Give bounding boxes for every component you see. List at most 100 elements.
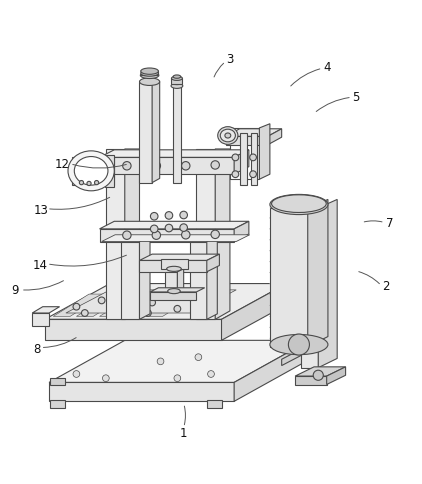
Circle shape: [208, 371, 214, 378]
Polygon shape: [100, 151, 249, 158]
Polygon shape: [141, 72, 158, 76]
Polygon shape: [100, 229, 234, 242]
Ellipse shape: [172, 81, 182, 86]
Polygon shape: [150, 292, 196, 300]
Polygon shape: [196, 150, 215, 319]
Ellipse shape: [220, 130, 235, 142]
Text: 3: 3: [226, 53, 234, 66]
Text: 5: 5: [352, 91, 360, 104]
Polygon shape: [327, 367, 346, 385]
Polygon shape: [222, 284, 287, 341]
Polygon shape: [308, 200, 328, 347]
Polygon shape: [49, 383, 234, 402]
Ellipse shape: [141, 69, 158, 75]
Polygon shape: [100, 222, 249, 229]
Circle shape: [180, 225, 187, 232]
Circle shape: [211, 231, 219, 239]
Ellipse shape: [272, 196, 326, 213]
Polygon shape: [66, 290, 236, 313]
Polygon shape: [123, 294, 175, 317]
Polygon shape: [125, 150, 140, 319]
Polygon shape: [301, 209, 318, 368]
Circle shape: [145, 310, 151, 317]
Circle shape: [152, 231, 160, 240]
Ellipse shape: [270, 335, 328, 355]
Polygon shape: [49, 341, 310, 383]
Polygon shape: [32, 313, 49, 326]
Circle shape: [250, 155, 257, 161]
Polygon shape: [226, 130, 281, 137]
Text: 13: 13: [33, 204, 48, 217]
Polygon shape: [281, 345, 310, 366]
Circle shape: [98, 297, 105, 304]
Polygon shape: [268, 130, 281, 146]
Ellipse shape: [171, 84, 183, 89]
Polygon shape: [102, 235, 250, 242]
Polygon shape: [106, 150, 125, 319]
Circle shape: [123, 231, 131, 240]
Circle shape: [152, 162, 160, 171]
Circle shape: [288, 334, 309, 355]
Text: 14: 14: [33, 258, 48, 272]
Circle shape: [232, 155, 239, 161]
Ellipse shape: [225, 134, 231, 139]
Circle shape: [79, 181, 84, 185]
Polygon shape: [45, 319, 222, 341]
Polygon shape: [45, 284, 287, 319]
Circle shape: [181, 231, 190, 240]
Polygon shape: [152, 82, 160, 183]
Circle shape: [115, 305, 122, 312]
Polygon shape: [234, 341, 310, 402]
Polygon shape: [105, 156, 114, 187]
Polygon shape: [207, 255, 219, 272]
Polygon shape: [160, 259, 188, 269]
Polygon shape: [215, 150, 230, 319]
Circle shape: [174, 375, 181, 382]
Circle shape: [73, 303, 80, 310]
Circle shape: [124, 292, 130, 299]
Ellipse shape: [218, 127, 238, 145]
Circle shape: [87, 182, 91, 186]
Text: 1: 1: [180, 426, 187, 439]
Polygon shape: [140, 261, 207, 272]
Text: 9: 9: [12, 284, 19, 297]
Polygon shape: [165, 272, 177, 292]
Circle shape: [73, 371, 80, 378]
Polygon shape: [32, 307, 60, 313]
Text: 7: 7: [386, 217, 393, 229]
Polygon shape: [270, 209, 308, 347]
Ellipse shape: [140, 79, 160, 86]
Polygon shape: [150, 288, 205, 292]
Polygon shape: [190, 242, 207, 319]
Circle shape: [211, 161, 219, 170]
Polygon shape: [251, 134, 257, 185]
Polygon shape: [173, 87, 181, 183]
Circle shape: [174, 306, 181, 313]
Polygon shape: [72, 158, 114, 185]
Polygon shape: [295, 377, 327, 385]
Ellipse shape: [141, 71, 158, 77]
Circle shape: [81, 310, 88, 317]
Polygon shape: [121, 242, 140, 319]
Polygon shape: [207, 237, 217, 319]
Polygon shape: [241, 134, 247, 185]
Ellipse shape: [141, 73, 159, 79]
Circle shape: [232, 171, 239, 178]
Ellipse shape: [74, 157, 108, 186]
Polygon shape: [140, 255, 219, 261]
Circle shape: [250, 171, 257, 178]
Polygon shape: [76, 294, 129, 317]
Polygon shape: [234, 222, 249, 242]
Text: 2: 2: [382, 280, 390, 292]
Circle shape: [149, 300, 155, 306]
Circle shape: [195, 354, 202, 361]
Text: 12: 12: [54, 158, 69, 171]
Circle shape: [313, 370, 323, 380]
Polygon shape: [234, 151, 249, 175]
Circle shape: [157, 358, 164, 365]
Polygon shape: [146, 294, 198, 317]
Polygon shape: [100, 158, 234, 175]
Polygon shape: [171, 79, 182, 85]
Text: 4: 4: [323, 61, 330, 74]
Ellipse shape: [171, 77, 182, 81]
